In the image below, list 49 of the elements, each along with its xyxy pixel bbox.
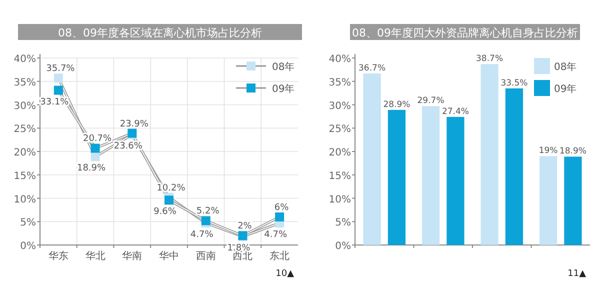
text: 10▲ <box>276 269 294 279</box>
y-tick-label: 15% <box>14 170 36 182</box>
y-tick-label: 15% <box>328 170 351 182</box>
data-label: 38.7% <box>476 54 504 64</box>
data-label: 4.7% <box>264 230 288 240</box>
x-tick-label: 西南 <box>196 250 216 262</box>
y-tick-label: 5% <box>335 218 351 229</box>
y-tick-label: 30% <box>328 100 351 112</box>
y-tick-label: 20% <box>328 148 351 158</box>
x-tick-label: 华南 <box>122 250 142 262</box>
legend-label: 09年 <box>554 83 577 95</box>
data-label: 5.2% <box>196 206 220 217</box>
y-tick-label: 10% <box>14 194 36 206</box>
y-tick-label: 10% <box>328 194 351 206</box>
y-tick-label: 20% <box>14 148 36 158</box>
data-label: 9.6% <box>154 207 177 218</box>
data-label: 18.9% <box>76 164 106 174</box>
y-tick-label: 40% <box>328 54 351 65</box>
chart-title: 08、09年度各区域在离心机市场占比分析 <box>58 26 262 40</box>
data-label: 18.9% <box>559 146 586 157</box>
x-tick-label: 东北 <box>270 250 290 262</box>
data-label: 36.7% <box>358 63 386 74</box>
data-label: 28.9% <box>383 100 410 110</box>
y-tick-label: 0% <box>335 241 351 252</box>
y-tick-label: 5% <box>20 218 36 229</box>
x-tick-label: 华北 <box>85 250 106 262</box>
data-label: 35.7% <box>46 64 76 74</box>
y-tick-label: 25% <box>328 124 351 136</box>
data-label: 2% <box>238 222 252 232</box>
legend-label: 08年 <box>272 61 295 73</box>
data-label: 4.7% <box>190 230 214 240</box>
y-tick-label: 35% <box>14 77 36 88</box>
data-label: 23.9% <box>120 119 149 130</box>
y-tick-label: 0% <box>20 241 36 252</box>
data-label: 19% <box>538 146 558 156</box>
y-tick-label: 35% <box>328 77 351 88</box>
y-tick-label: 25% <box>14 124 36 136</box>
y-tick-label: 30% <box>14 100 36 112</box>
x-tick-label: 华中 <box>159 250 179 262</box>
data-label: 29.7% <box>417 96 444 106</box>
data-label: 33.5% <box>500 78 528 88</box>
data-label: 6% <box>274 202 290 213</box>
data-label: 27.4% <box>442 106 469 117</box>
text: 11▲ <box>568 269 586 279</box>
legend-label: 08年 <box>554 61 577 73</box>
x-tick-label: 华东 <box>48 250 68 262</box>
legend-label: 09年 <box>272 83 295 95</box>
y-tick-label: 40% <box>14 54 36 65</box>
chart-title: 08、09年度四大外资品牌离心机自身占比分析 <box>352 26 578 40</box>
